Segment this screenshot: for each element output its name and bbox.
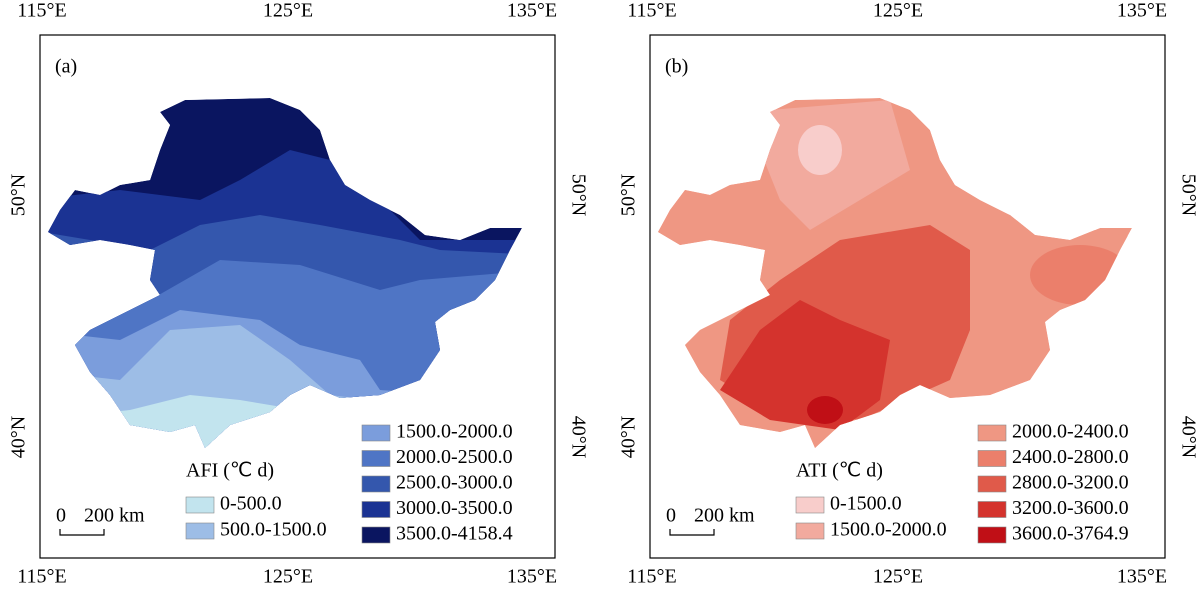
lon-label: 125°E [263, 0, 313, 22]
map-panel: 115°E 115°E 125°E 125°E 135°E 135°E 50°N 50°N 40… [618, 0, 1200, 588]
scale-zero: 0 [56, 505, 66, 527]
lon-label: 125°E [263, 566, 313, 588]
legend-swatch [977, 526, 1007, 544]
lon-label: 115°E [627, 0, 676, 22]
scale-label: 200 km [694, 505, 755, 527]
map-frame [649, 34, 1166, 559]
lat-label: 40°N [618, 416, 640, 458]
legend-label: 3200.0-3600.0 [1012, 497, 1129, 519]
legend-label: 3500.0-4158.4 [396, 523, 513, 545]
lon-label: 135°E [507, 566, 557, 588]
legend-label: 2800.0-3200.0 [1012, 472, 1129, 494]
lat-label: 50°N [618, 174, 640, 216]
legend-swatch [977, 501, 1007, 518]
scale-label: 200 km [84, 505, 145, 527]
lat-label: 50°N [567, 174, 589, 216]
legend-label: 0-1500.0 [830, 493, 902, 515]
legend-swatch [977, 450, 1007, 467]
lat-label: 40°N [8, 416, 30, 458]
legend-label: 500.0-1500.0 [220, 519, 327, 541]
legend-swatch [185, 496, 215, 514]
legend-label: 2000.0-2400.0 [1012, 421, 1129, 443]
scale-bar [59, 529, 105, 536]
lon-label: 135°E [1117, 566, 1167, 588]
lon-label: 135°E [1117, 0, 1167, 22]
legend-swatch [185, 522, 215, 540]
panel-label: (a) [55, 56, 77, 78]
scale-zero: 0 [666, 505, 676, 527]
legend-label: 3600.0-3764.9 [1012, 523, 1129, 545]
legend-swatch [361, 501, 391, 518]
map-frame [39, 34, 556, 559]
legend-swatch [977, 424, 1007, 442]
legend-swatch [795, 496, 825, 514]
legend-swatch [361, 424, 391, 442]
map-fill [48, 98, 522, 448]
lat-label: 40°N [1177, 416, 1199, 458]
map-zone [720, 300, 890, 430]
legend-label: 1500.0-2000.0 [396, 421, 513, 443]
legend-title: AFI (℃ d) [186, 460, 274, 482]
legend-label: 3000.0-3500.0 [396, 497, 513, 519]
legend-swatch [977, 475, 1007, 493]
lon-label: 125°E [873, 566, 923, 588]
legend-swatch [361, 475, 391, 493]
legend-label: 2000.0-2500.0 [396, 446, 513, 468]
legend-label: 1500.0-2000.0 [830, 519, 947, 541]
legend-swatch [361, 526, 391, 544]
legend-swatch [795, 522, 825, 540]
panel-label: (b) [665, 56, 688, 78]
legend-label: 2500.0-3000.0 [396, 472, 513, 494]
lon-label: 115°E [17, 0, 66, 22]
map-fill [658, 98, 1132, 448]
lon-label: 115°E [627, 566, 676, 588]
lon-label: 125°E [873, 0, 923, 22]
lon-label: 115°E [17, 566, 66, 588]
map-zone [798, 125, 842, 175]
scale-bar [669, 529, 715, 536]
legend-title: ATI (℃ d) [796, 460, 883, 482]
legend-label: 2400.0-2800.0 [1012, 446, 1129, 468]
lat-label: 50°N [8, 174, 30, 216]
lon-label: 135°E [507, 0, 557, 22]
lat-label: 40°N [567, 416, 589, 458]
map-panel: 115°E 115°E 125°E 125°E 135°E 135°E 50°N 50°N 40… [8, 0, 590, 588]
map-zone [1030, 245, 1130, 305]
legend-swatch [361, 450, 391, 467]
legend-label: 0-500.0 [220, 493, 282, 515]
lat-label: 50°N [1177, 174, 1199, 216]
map-zone [807, 396, 843, 424]
